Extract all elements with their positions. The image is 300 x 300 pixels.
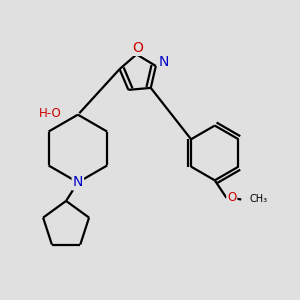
Text: O: O [133,41,143,55]
Text: N: N [73,176,83,189]
Text: O: O [227,191,236,205]
Text: N: N [159,56,169,69]
Text: H-O: H-O [38,107,61,120]
Text: CH₃: CH₃ [250,194,268,205]
